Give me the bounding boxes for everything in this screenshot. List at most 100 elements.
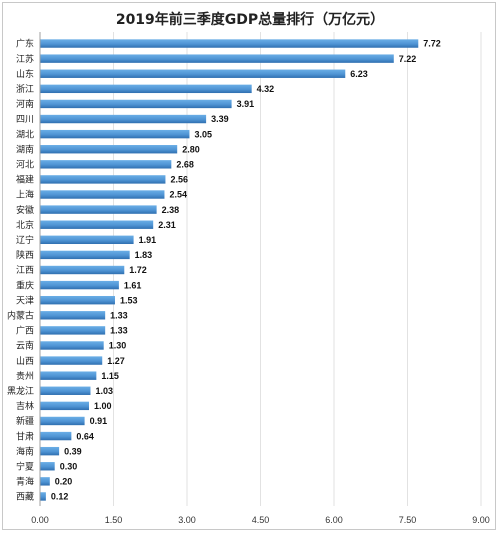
bar [40,462,55,471]
bar [40,220,154,229]
bar [40,190,165,199]
value-label: 2.80 [182,144,200,154]
value-label: 1.61 [124,280,142,290]
bar [40,311,106,320]
value-label: 2.54 [169,190,187,200]
category-label: 甘肃 [16,430,34,442]
bar [40,84,252,94]
bar [40,386,91,395]
value-label: 0.64 [76,431,94,441]
x-tick-label: 0.00 [31,515,49,525]
x-tick-label: 4.50 [252,515,270,525]
category-label: 河北 [16,159,34,171]
category-label: 黑龙江 [7,385,34,397]
category-label: 重庆 [16,279,34,291]
category-label: 山西 [16,356,34,367]
value-label: 3.05 [194,129,212,139]
category-label: 湖南 [16,143,34,155]
category-label: 天津 [16,295,34,306]
labels: 0.00 1.50 3.00 4.50 6.00 7.50 9.00 广东 7.72 江苏 7.22… [7,38,490,525]
value-label: 1.33 [110,326,128,336]
value-label: 1.15 [101,371,119,381]
bar [40,175,166,184]
value-label: 0.12 [51,492,69,502]
bar [40,39,419,48]
bar [40,280,119,290]
bar [40,69,346,78]
category-label: 贵州 [16,370,34,382]
value-label: 3.91 [237,99,255,109]
value-label: 1.27 [107,356,125,366]
bar [40,129,190,139]
value-label: 1.03 [95,386,113,396]
value-label: 0.39 [64,446,82,456]
category-label: 上海 [16,189,34,201]
bar [40,401,89,411]
bar [40,416,85,426]
bar [40,477,50,486]
bar [40,160,172,169]
value-label: 2.68 [176,160,194,170]
value-label: 1.00 [94,401,112,411]
bar [40,114,207,124]
x-tick-label: 1.50 [105,515,123,525]
category-label: 江苏 [16,53,34,65]
category-label: 山东 [16,68,34,80]
value-label: 1.30 [109,341,127,351]
value-label: 1.53 [120,295,138,305]
category-label: 吉林 [16,400,34,412]
category-label: 海南 [16,445,34,457]
bar [40,431,72,441]
category-label: 广西 [16,325,34,337]
category-label: 江西 [16,265,34,276]
bar [40,492,46,501]
category-label: 新疆 [16,415,34,427]
bar [40,99,232,109]
chart-title: 2019年前三季度GDP总量排行（万亿元） [115,12,385,28]
value-label: 0.30 [60,461,78,471]
bar [40,446,60,456]
bar [40,145,178,154]
x-tick-label: 9.00 [472,515,490,525]
category-label: 安徽 [16,204,34,216]
category-label: 青海 [16,476,34,488]
value-label: 7.72 [423,39,441,49]
bar [40,235,134,245]
category-label: 湖北 [16,129,34,140]
value-label: 7.22 [399,54,417,64]
category-label: 北京 [16,219,34,231]
x-tick-label: 6.00 [325,515,343,525]
grid-lines [39,32,482,506]
bar [40,54,394,63]
value-label: 2.38 [162,205,180,215]
value-label: 1.33 [110,310,128,320]
category-label: 四川 [16,115,34,125]
value-label: 1.72 [129,265,147,275]
bar [40,250,130,260]
bar [40,265,125,275]
bar [40,326,106,335]
value-label: 2.31 [158,220,176,230]
category-label: 云南 [16,340,34,352]
category-label: 西藏 [16,491,34,503]
value-label: 6.23 [350,69,368,79]
bars [40,39,419,501]
category-label: 陕西 [16,249,34,261]
value-label: 0.91 [90,416,108,426]
value-label: 3.39 [211,114,229,124]
bar [40,205,157,214]
value-label: 1.91 [139,235,157,245]
bar [40,295,115,305]
category-label: 福建 [16,174,34,186]
category-label: 浙江 [16,83,34,95]
category-label: 河南 [16,98,34,110]
bar [40,356,103,365]
x-tick-label: 3.00 [178,515,196,525]
value-label: 2.56 [170,175,188,185]
x-tick-label: 7.50 [399,515,417,525]
value-label: 0.20 [55,477,73,487]
category-label: 内蒙古 [7,309,34,321]
bar [40,341,104,350]
category-label: 广东 [16,38,34,50]
